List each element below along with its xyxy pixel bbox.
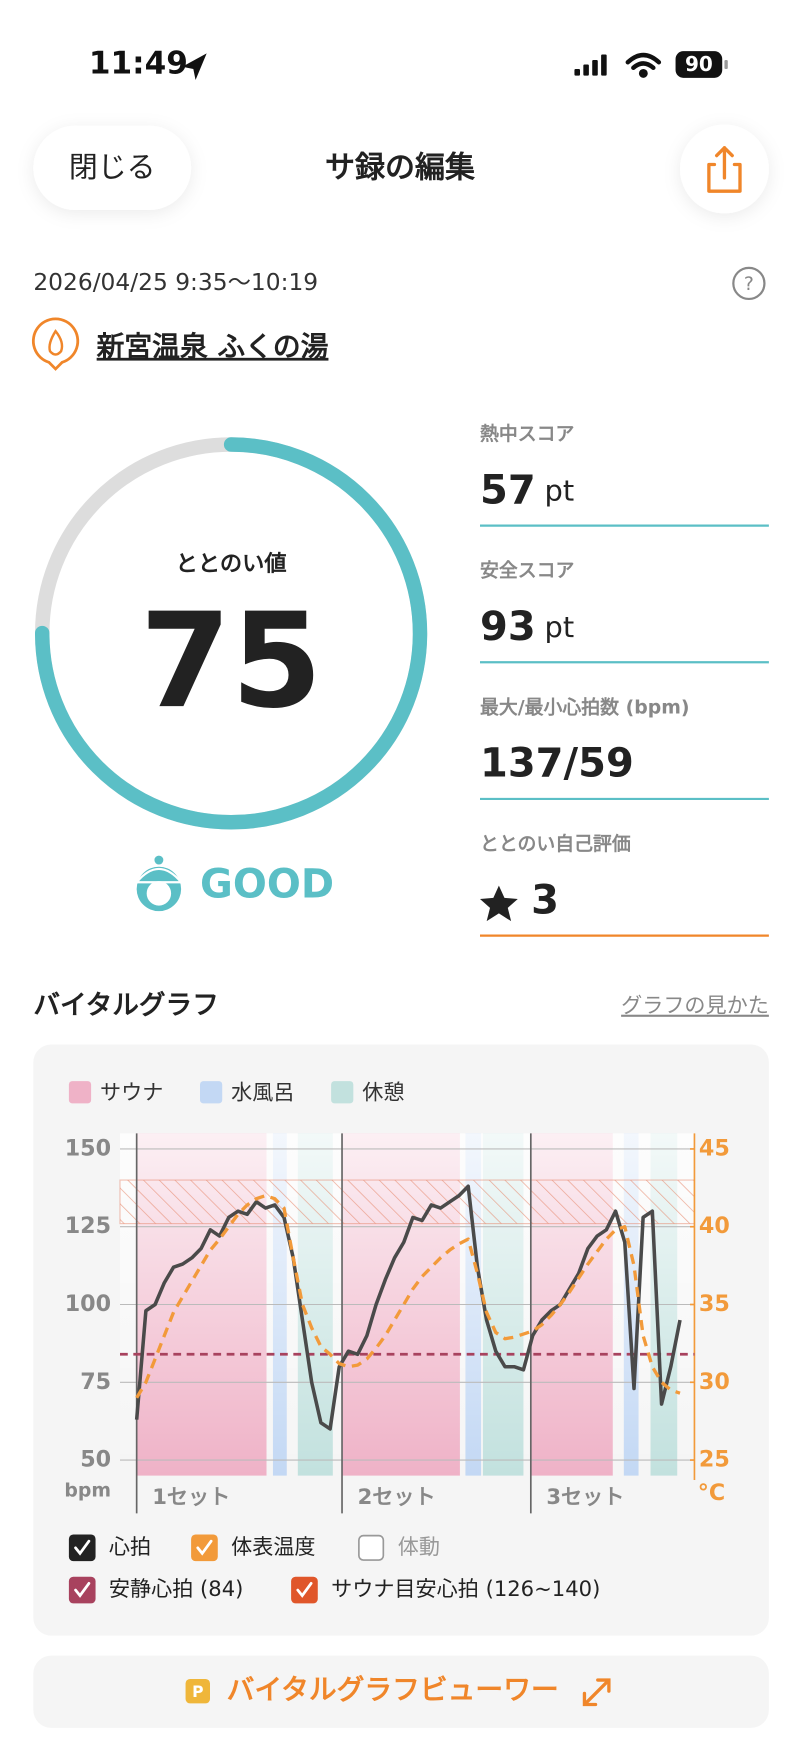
metric: 3 — [531, 877, 559, 923]
section-title: バイタルグラフ — [33, 990, 219, 1021]
checkmark — [196, 1539, 213, 1556]
legend-label: 水風呂 — [231, 1079, 294, 1104]
viewer-button[interactable] — [33, 1655, 769, 1728]
help-link[interactable]: グラフの見かた — [621, 993, 769, 1018]
share-icon[interactable] — [707, 146, 742, 193]
expand-icon[interactable] — [582, 1678, 611, 1707]
checkmark — [74, 1582, 91, 1598]
checkbox — [291, 1576, 318, 1604]
help-mark[interactable]: ? — [744, 273, 754, 295]
checkbox — [68, 1576, 96, 1604]
y-axis-label: bpm — [64, 1480, 111, 1502]
metrics: 熱中スコア 57 pt 安全スコア 93 pt 最大/最小心拍数 (bpm) 137/59 とと… — [480, 422, 769, 937]
metric: 57 pt — [480, 467, 574, 513]
y2-tick-label: 35 — [699, 1291, 730, 1317]
signal-icon — [574, 54, 607, 76]
place-icon — [31, 317, 80, 371]
checkbox — [358, 1534, 385, 1561]
checkbox — [68, 1534, 96, 1562]
y-tick-label: 75 — [80, 1369, 111, 1395]
y2-tick-label: 45 — [699, 1135, 730, 1161]
y-tick-label: 150 — [65, 1135, 111, 1161]
rating: GOOD — [200, 862, 334, 908]
battery-tip — [724, 60, 728, 69]
battery — [675, 51, 723, 78]
score-ring — [35, 437, 428, 830]
metric-label: ととのい自己評価 — [480, 832, 631, 855]
help-icon[interactable] — [732, 266, 766, 301]
y2-tick-label: 30 — [699, 1369, 730, 1395]
y2-tick-label: 40 — [699, 1213, 730, 1239]
metric-value: 57 — [480, 467, 536, 513]
close-button[interactable] — [33, 125, 192, 211]
y2-axis-label: °C — [698, 1480, 725, 1506]
battery-level: 90 — [685, 52, 713, 76]
legend-label: 安静心拍 (84) — [109, 1576, 243, 1601]
page-title: サ録の編集 — [325, 150, 476, 185]
legend-label: サウナ目安心拍 (126~140) — [331, 1576, 600, 1601]
points-icon — [185, 1678, 210, 1704]
points-mark: P — [192, 1683, 203, 1701]
place-name[interactable]: 新宮温泉 ふくの湯 — [96, 330, 329, 363]
y-tick-label: 50 — [80, 1447, 111, 1473]
series-line — [134, 1184, 682, 1431]
legend-label: 心拍 — [109, 1534, 151, 1559]
legend-label: 休憩 — [362, 1079, 404, 1104]
set-label: 2セット — [358, 1484, 436, 1509]
set-label: 3セット — [546, 1484, 624, 1509]
metric-label: 安全スコア — [480, 559, 574, 582]
set-label: 1セット — [152, 1484, 230, 1509]
metric: 93 pt — [480, 604, 574, 650]
y-tick-label: 125 — [65, 1213, 111, 1239]
metric: 137/59 — [480, 741, 634, 787]
y-tick-label: 100 — [65, 1291, 111, 1317]
metric-value: 3 — [531, 877, 559, 923]
location-icon — [182, 53, 207, 81]
legend-swatch — [68, 1081, 92, 1104]
rating-icon — [134, 855, 184, 912]
score-value: 75 — [140, 584, 322, 737]
legend-swatch — [331, 1081, 354, 1104]
target-zone — [119, 1179, 695, 1225]
status-time: 11:49 — [89, 46, 188, 82]
close-label[interactable]: 閉じる — [69, 150, 156, 184]
checkmark — [74, 1539, 91, 1556]
metric-unit: pt — [545, 473, 575, 507]
checkmark — [296, 1582, 313, 1598]
series-line — [135, 1193, 681, 1399]
wifi-icon — [625, 52, 662, 78]
metric-value: 137/59 — [480, 741, 634, 787]
legend-label: 体表温度 — [231, 1534, 315, 1559]
star-icon — [480, 885, 518, 922]
metric-unit: pt — [545, 610, 575, 644]
y2-tick-label: 25 — [699, 1447, 730, 1473]
metric-value: 93 — [480, 604, 536, 650]
metric-label: 熱中スコア — [480, 422, 574, 445]
legend-swatch — [200, 1081, 223, 1104]
checkbox — [191, 1534, 218, 1562]
session-datetime: 2026/04/25 9:35〜10:19 — [33, 268, 318, 296]
legend-label: サウナ — [100, 1079, 163, 1104]
legend-label: 体動 — [398, 1534, 440, 1559]
score-label: ととのい値 — [176, 551, 287, 577]
chart: サウナ 水風呂 休憩 50 75 100 125 150 25 30 35 40 45 bpm °C 1セット… — [64, 1079, 730, 1604]
viewer-label[interactable]: バイタルグラフビューワー — [227, 1673, 559, 1706]
metric-label: 最大/最小心拍数 (bpm) — [480, 695, 690, 718]
